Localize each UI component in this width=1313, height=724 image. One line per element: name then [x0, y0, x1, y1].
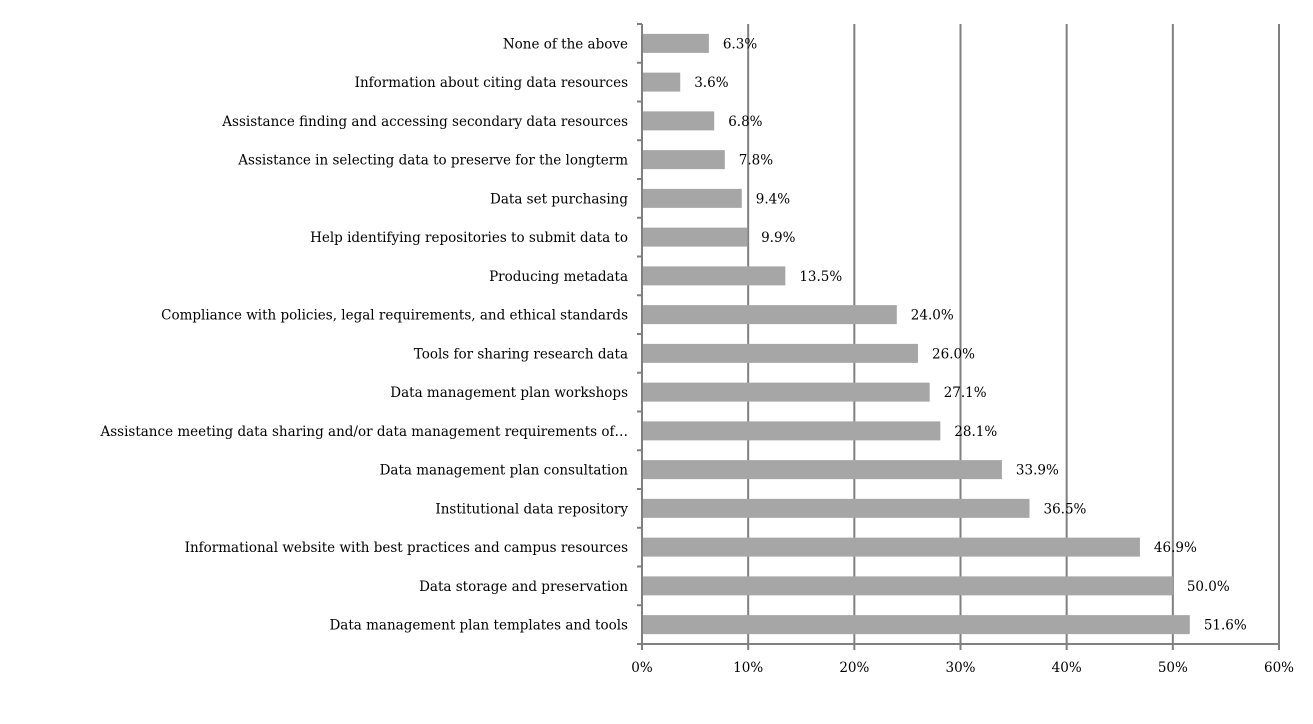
- x-tick-label: 60%: [1264, 660, 1294, 676]
- category-label: Tools for sharing research data: [414, 346, 628, 362]
- bar: [643, 305, 897, 325]
- x-tick-label: 50%: [1158, 660, 1188, 676]
- bar: [643, 227, 748, 247]
- bar: [643, 343, 919, 363]
- bar: [643, 188, 742, 208]
- bar: [643, 460, 1002, 480]
- category-label: Information about citing data resources: [355, 75, 628, 91]
- data-label: 13.5%: [799, 269, 842, 285]
- category-label: Data management plan templates and tools: [329, 618, 628, 634]
- data-label: 9.9%: [761, 230, 795, 246]
- category-label: Assistance in selecting data to preserve…: [237, 153, 628, 169]
- x-tick-label: 20%: [839, 660, 869, 676]
- category-label: Data management plan workshops: [390, 385, 628, 401]
- category-label: Data management plan consultation: [380, 463, 629, 479]
- bar: [643, 150, 725, 170]
- bar: [643, 576, 1173, 596]
- bar: [643, 615, 1190, 635]
- category-label: Institutional data repository: [435, 501, 628, 517]
- data-label: 24.0%: [911, 308, 954, 324]
- data-label: 9.4%: [756, 191, 790, 207]
- data-label: 7.8%: [739, 153, 773, 169]
- data-label: 36.5%: [1044, 501, 1087, 517]
- category-label: Help identifying repositories to submit …: [310, 230, 628, 246]
- data-label: 6.8%: [728, 114, 762, 130]
- bar: [643, 537, 1140, 557]
- category-label: Assistance meeting data sharing and/or d…: [99, 424, 628, 440]
- category-label: None of the above: [503, 36, 628, 52]
- x-tick-label: 30%: [945, 660, 975, 676]
- x-tick-label: 10%: [733, 660, 763, 676]
- bar: [643, 72, 681, 92]
- bar: [643, 33, 709, 53]
- category-label: Informational website with best practice…: [185, 540, 628, 556]
- category-label: Producing metadata: [489, 269, 628, 285]
- data-label: 27.1%: [944, 385, 987, 401]
- bar: [643, 421, 941, 441]
- category-label: Compliance with policies, legal requirem…: [161, 308, 628, 324]
- data-label: 6.3%: [723, 36, 757, 52]
- data-label: 3.6%: [694, 75, 728, 91]
- category-label: Data set purchasing: [490, 191, 628, 207]
- data-label: 26.0%: [932, 346, 975, 362]
- data-label: 28.1%: [954, 424, 997, 440]
- bar: [643, 266, 786, 286]
- data-label: 51.6%: [1204, 618, 1247, 634]
- data-label: 46.9%: [1154, 540, 1197, 556]
- data-label: 33.9%: [1016, 463, 1059, 479]
- bar: [643, 498, 1030, 518]
- category-label: Data storage and preservation: [419, 579, 628, 595]
- bar: [643, 382, 930, 402]
- data-label: 50.0%: [1187, 579, 1230, 595]
- bar: [643, 111, 715, 131]
- x-tick-label: 40%: [1052, 660, 1082, 676]
- category-label: Assistance finding and accessing seconda…: [221, 114, 628, 130]
- x-tick-label: 0%: [631, 660, 653, 676]
